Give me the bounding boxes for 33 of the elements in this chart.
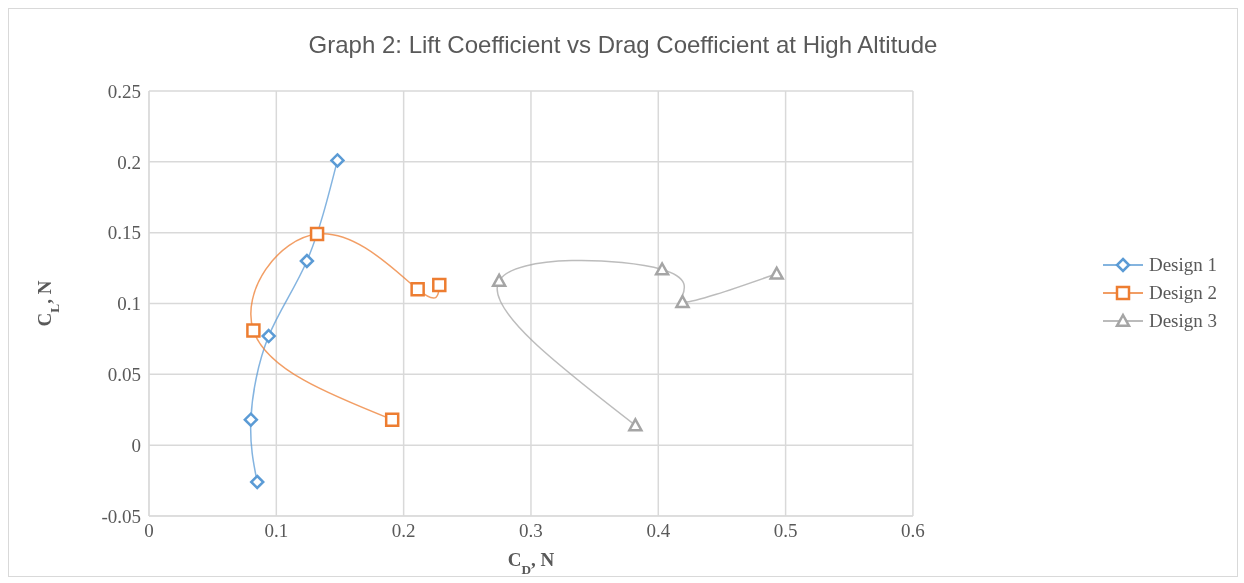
chart-title: Graph 2: Lift Coefficient vs Drag Coefficient at High Altitude: [307, 31, 939, 59]
x-tick-label: 0.5: [773, 520, 798, 542]
x-tick-label: 0.4: [646, 520, 671, 542]
x-axis-title: C$_{D}$, N: [507, 549, 555, 577]
point: [384, 412, 400, 427]
x-tick-label: 0.1: [264, 520, 289, 542]
y-tick-label: -0.05: [101, 505, 141, 527]
point: [410, 282, 425, 297]
point: [243, 412, 259, 427]
legend-label: Design 3: [1148, 309, 1217, 332]
legend-label: Design 2: [1148, 281, 1217, 304]
point: [675, 294, 690, 309]
point: [246, 323, 261, 338]
x-tick-label: 0.6: [901, 520, 925, 542]
y-tick-label: 0.1: [117, 293, 141, 315]
y-tick-label: 0.2: [117, 151, 141, 173]
y-tick-label: 0.15: [107, 222, 141, 244]
y-tick-label: 0.25: [107, 80, 141, 102]
point: [249, 474, 265, 490]
point: [491, 273, 507, 287]
point: [261, 328, 276, 344]
point: [299, 253, 315, 269]
point: [769, 266, 784, 280]
point: [654, 262, 670, 276]
x-tick-label: 0.3: [519, 520, 543, 542]
y-tick-label: 0.05: [107, 364, 141, 386]
x-tick-label: 0.2: [391, 520, 416, 542]
point: [330, 153, 345, 168]
point: [309, 226, 325, 242]
legend-label: Design 1: [1148, 253, 1217, 276]
y-tick-label: 0: [131, 434, 141, 456]
point: [628, 418, 643, 432]
point: [432, 277, 447, 293]
